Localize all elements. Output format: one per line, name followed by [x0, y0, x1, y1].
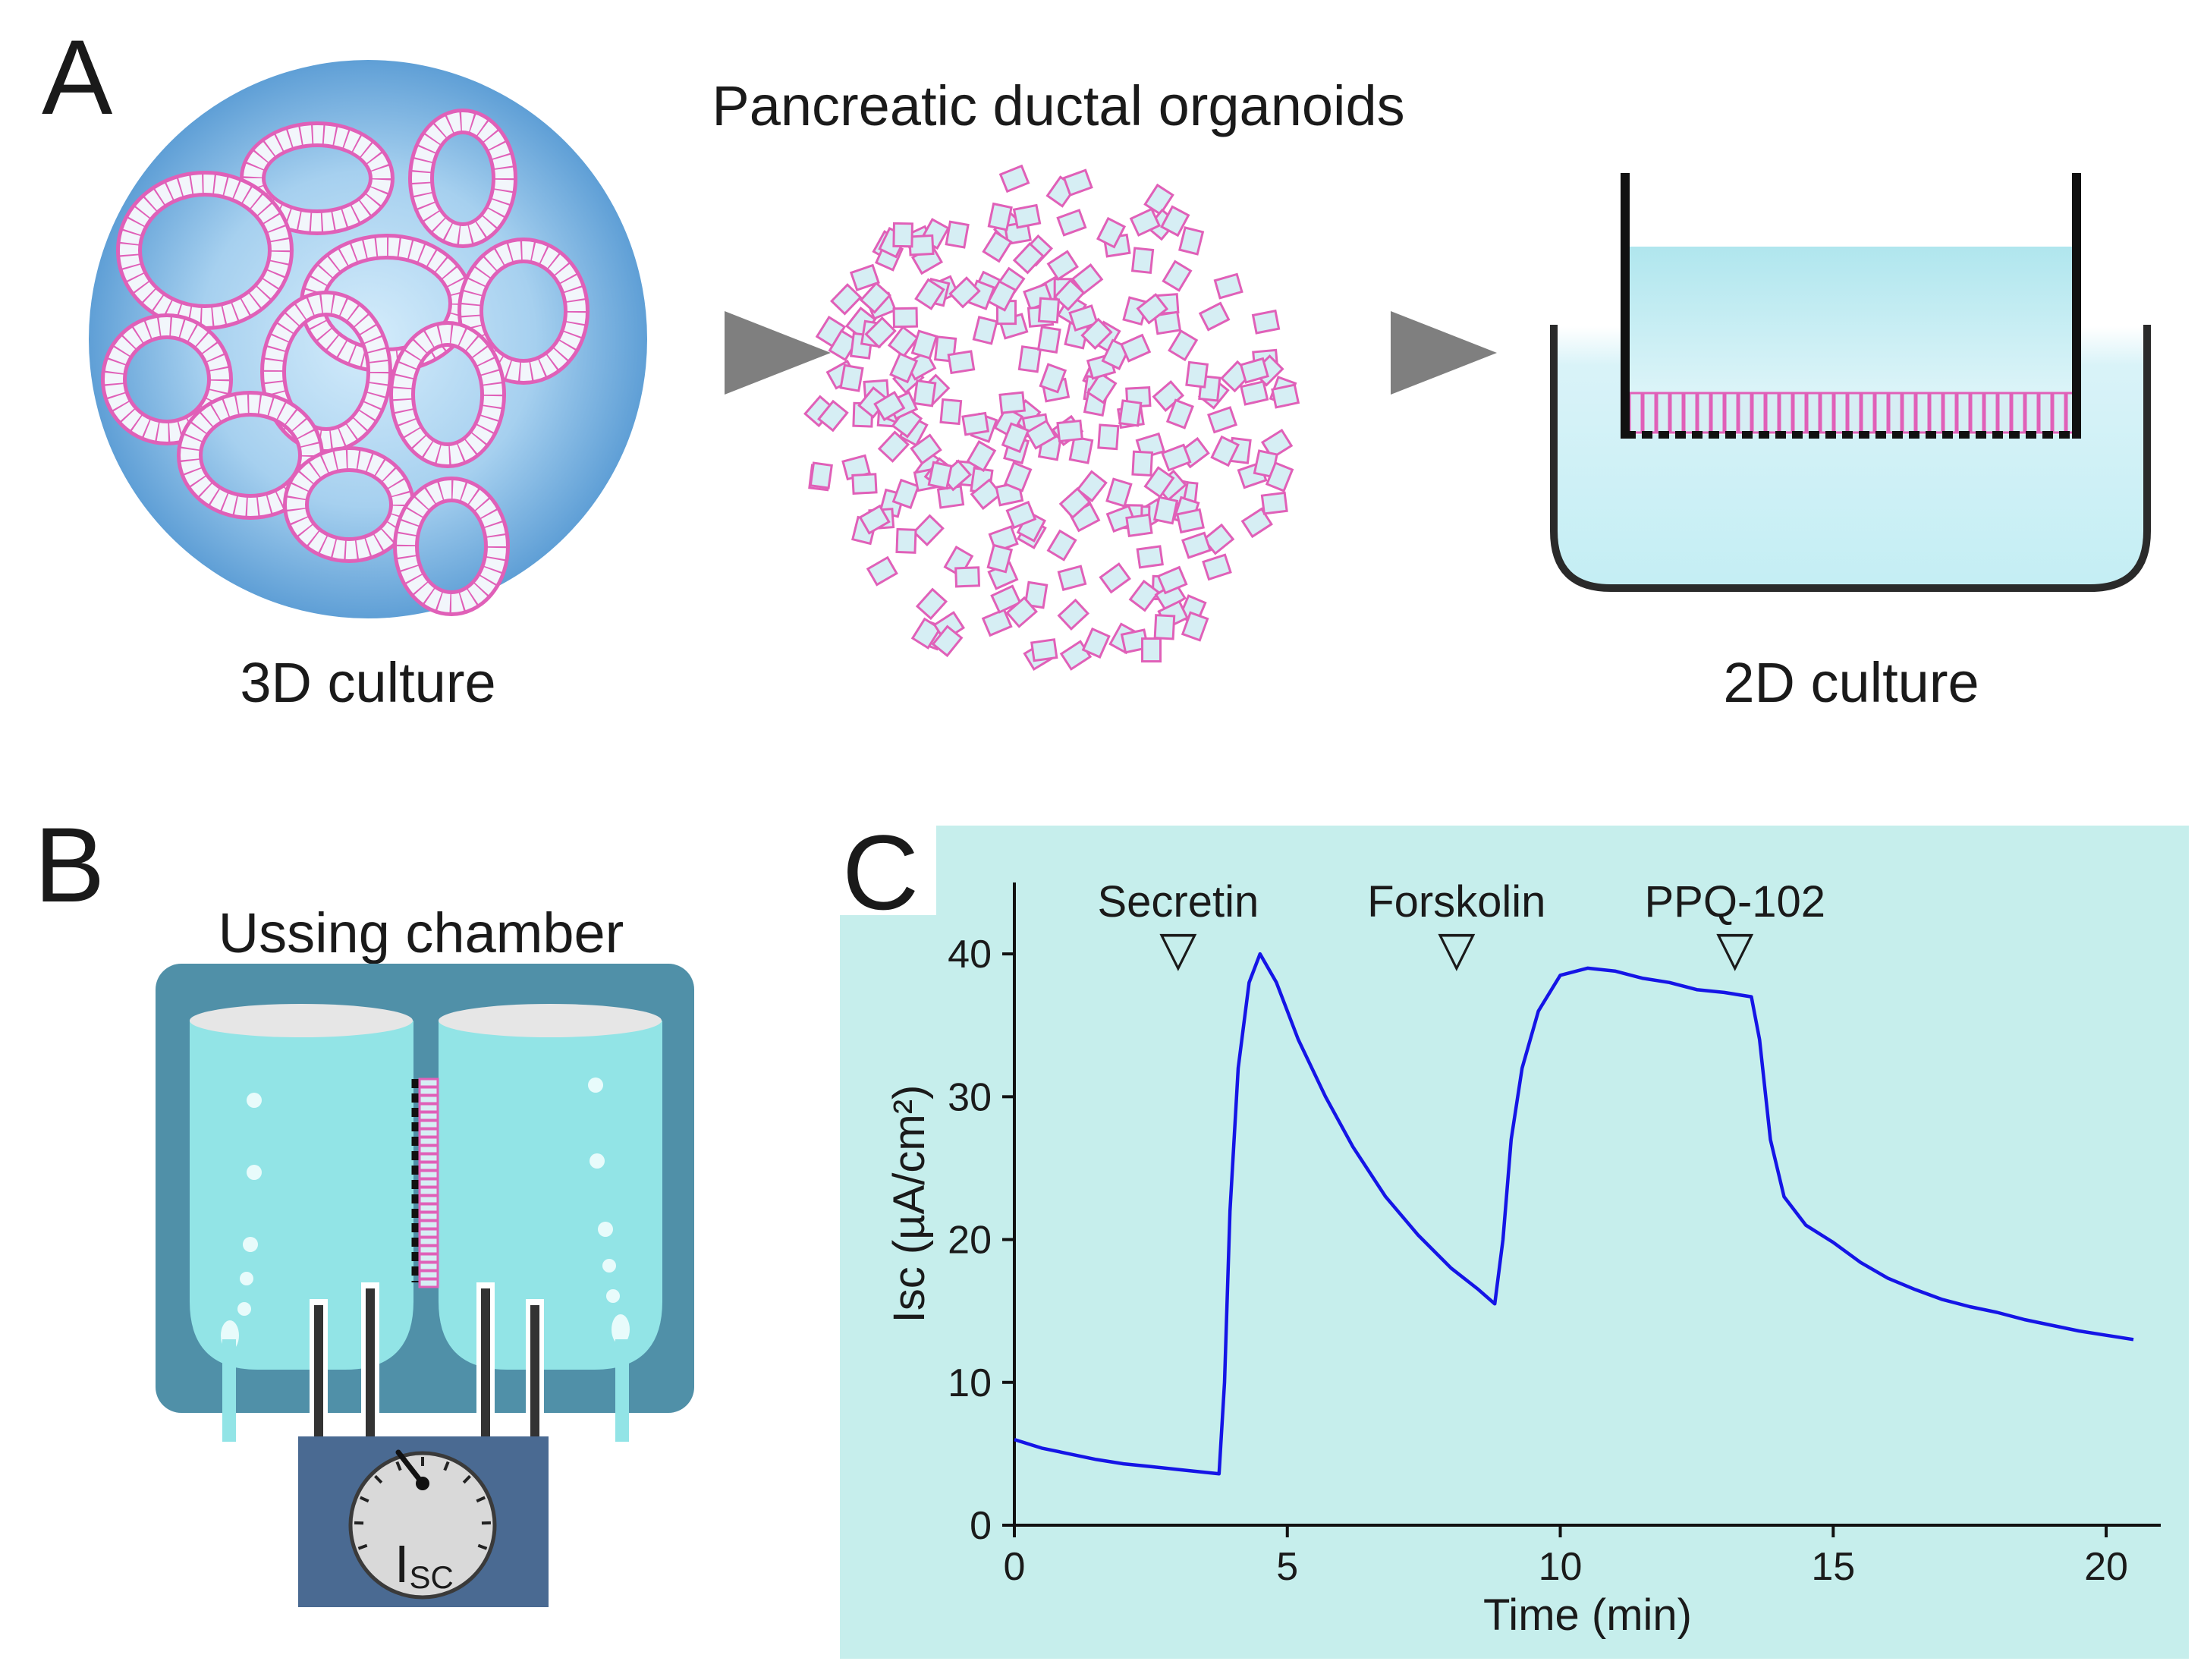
organoid-rings	[101, 109, 590, 616]
x-tick-label: 5	[1276, 1545, 1298, 1589]
arrow-right-icon	[725, 311, 831, 395]
caption-3d-culture: 3D culture	[240, 651, 495, 714]
isc-trace-line	[1014, 952, 2134, 1476]
x-tick-label: 20	[2084, 1545, 2128, 1589]
y-tick-label: 0	[970, 1504, 992, 1548]
meter-label: ISC	[395, 1534, 454, 1595]
triangle-down-icon: ▽	[1438, 921, 1476, 976]
triangle-down-icon: ▽	[1159, 921, 1197, 976]
ussing-chamber-illustration	[156, 964, 694, 1607]
panel-a-title: Pancreatic ductal organoids	[712, 74, 1404, 137]
triangle-down-icon: ▽	[1716, 921, 1754, 976]
gauge-icon	[354, 1457, 492, 1550]
x-tick-label: 0	[1004, 1545, 1026, 1589]
y-tick-label: 30	[948, 1075, 992, 1119]
x-tick-label: 10	[1539, 1545, 1583, 1589]
panel-b-title: Ussing chamber	[219, 901, 624, 964]
y-axis-label: Isc (µA/cm²)	[885, 1085, 934, 1323]
annotation-label: Secretin	[1097, 877, 1259, 927]
annotation-label: Forskolin	[1367, 877, 1545, 927]
panel-a-letter: A	[42, 17, 113, 137]
caption-2d-culture: 2D culture	[1723, 651, 1979, 714]
y-tick-label: 40	[948, 933, 992, 977]
annotation-label: PPQ-102	[1644, 877, 1825, 927]
panel-b-letter: B	[34, 805, 105, 924]
y-tick-label: 10	[948, 1361, 992, 1405]
panel-c-background	[840, 826, 2189, 1659]
x-tick-label: 15	[1811, 1545, 1855, 1589]
y-tick-label: 20	[948, 1219, 992, 1263]
isc-chart: 0 5 10 15 20 0 10 20 30 40 Time (min) Isc (µA/cm²) S…	[885, 877, 2161, 1640]
arrow-right-icon	[1391, 311, 1497, 395]
panel-c-letter-backdrop	[840, 826, 936, 915]
x-axis-label: Time (min)	[1483, 1590, 1692, 1640]
organoid-fragments	[803, 164, 1300, 671]
transwell-illustration	[1550, 173, 2151, 592]
panel-c-letter: C	[842, 813, 919, 932]
